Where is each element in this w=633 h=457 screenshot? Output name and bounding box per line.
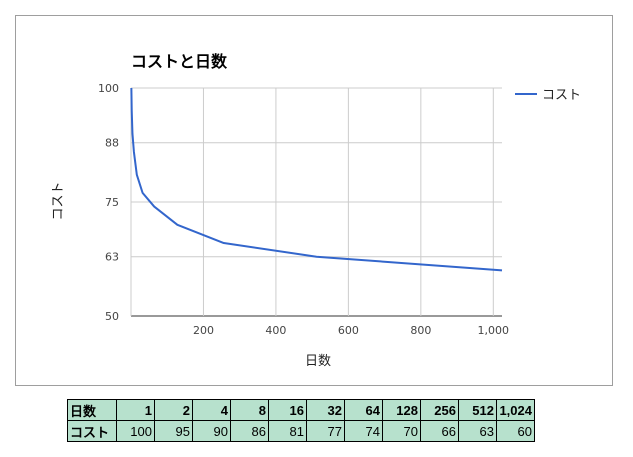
x-tick-label: 1,000 (478, 324, 510, 337)
x-tick-label: 800 (410, 324, 431, 337)
table-cell: 63 (458, 420, 497, 442)
series-group (130, 87, 503, 272)
table-cell: 1,024 (496, 399, 535, 421)
y-tick-label: 100 (98, 82, 119, 95)
x-tick-label: 200 (193, 324, 214, 337)
table-cell: 74 (344, 420, 383, 442)
line-chart: コストと日数 50 63 75 88 100 200 400 600 800 1,000 コスト… (51, 52, 581, 369)
table-cell: 64 (344, 399, 383, 421)
table-cell: 100 (116, 420, 155, 442)
y-tick-label: 50 (105, 310, 119, 323)
table-cell: 90 (192, 420, 231, 442)
legend: コスト (515, 88, 581, 103)
table-cell: 70 (382, 420, 421, 442)
table-header-days: 日数 (67, 399, 117, 421)
table-cell: 60 (496, 420, 535, 442)
table-row-cost: コスト 100 95 90 86 81 77 74 70 66 63 60 (67, 420, 535, 442)
table-cell: 86 (230, 420, 269, 442)
chart-frame: コストと日数 50 63 75 88 100 200 400 600 800 1,000 コスト… (15, 15, 613, 386)
legend-label: コスト (542, 88, 581, 103)
chart-title: コストと日数 (131, 52, 228, 71)
table-cell: 77 (306, 420, 345, 442)
y-axis-label: コスト (51, 181, 66, 220)
data-table: 日数 1 2 4 8 16 32 64 128 256 512 1,024 コス… (67, 399, 535, 442)
x-axis-ticks: 200 400 600 800 1,000 (193, 324, 509, 337)
table-cell: 128 (382, 399, 421, 421)
table-cell: 1 (116, 399, 155, 421)
table-header-cost: コスト (67, 420, 117, 442)
table-cell: 16 (268, 399, 307, 421)
y-tick-label: 88 (105, 137, 119, 150)
table-row-days: 日数 1 2 4 8 16 32 64 128 256 512 1,024 (67, 399, 535, 421)
table-cell: 256 (420, 399, 459, 421)
table-cell: 81 (268, 420, 307, 442)
table-cell: 8 (230, 399, 269, 421)
x-tick-label: 400 (265, 324, 286, 337)
table-cell: 32 (306, 399, 345, 421)
table-cell: 2 (154, 399, 193, 421)
series-line (130, 87, 503, 272)
x-axis-label: 日数 (305, 354, 331, 369)
table-cell: 95 (154, 420, 193, 442)
y-tick-label: 75 (105, 196, 119, 209)
y-axis-ticks: 50 63 75 88 100 (98, 82, 119, 323)
y-tick-label: 63 (105, 251, 119, 264)
x-tick-label: 600 (338, 324, 359, 337)
grid-lines (130, 87, 502, 317)
table-cell: 4 (192, 399, 231, 421)
table-cell: 66 (420, 420, 459, 442)
table-cell: 512 (458, 399, 497, 421)
